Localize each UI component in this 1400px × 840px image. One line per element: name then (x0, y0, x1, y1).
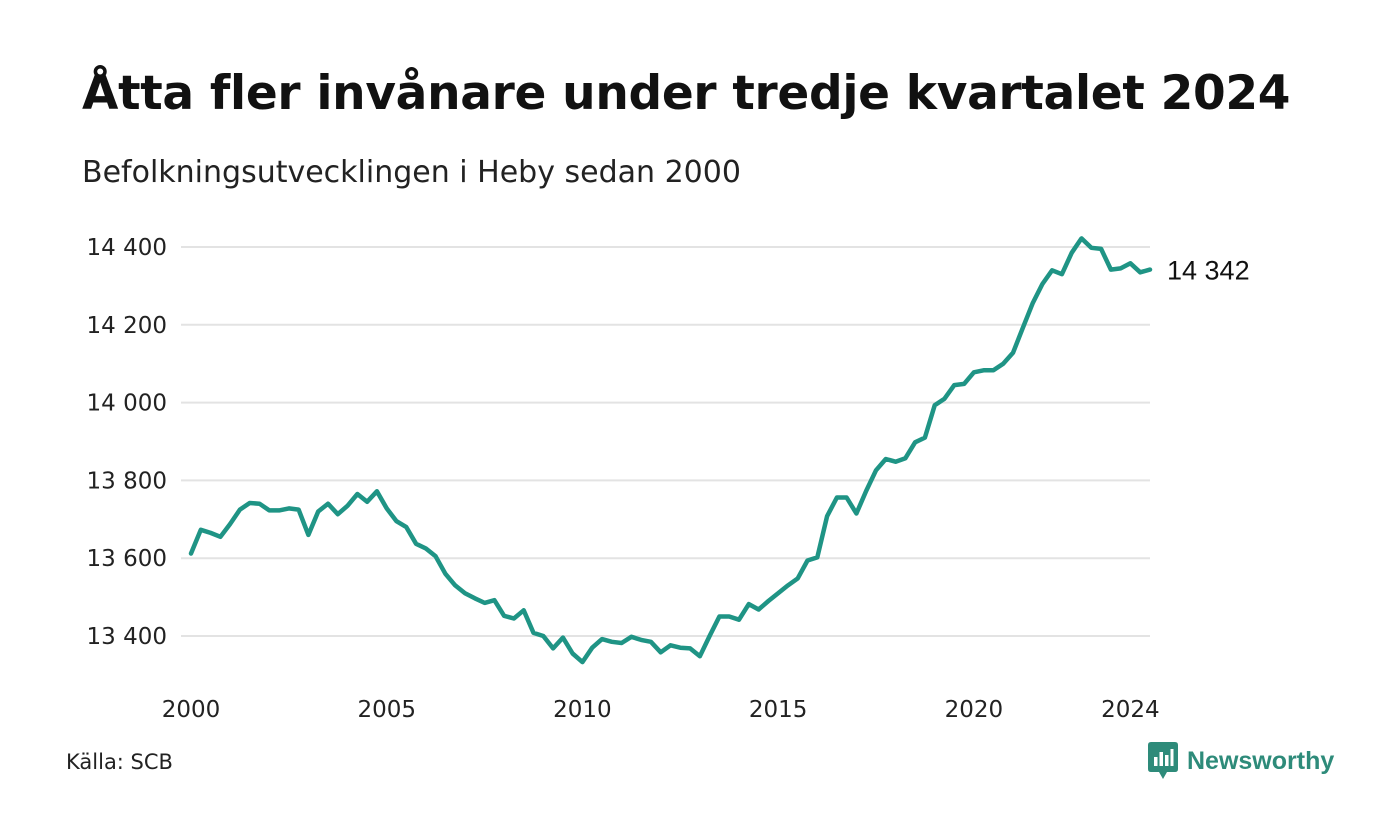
x-tick-label: 2000 (162, 697, 221, 723)
newsworthy-logo: Newsworthy (1148, 742, 1334, 780)
y-tick-label: 14 400 (87, 235, 167, 261)
y-tick-label: 13 800 (87, 468, 167, 494)
x-tick-label: 2020 (945, 697, 1004, 723)
y-axis-ticks: 14 400 14 200 14 000 13 800 13 600 13 400 (87, 235, 167, 650)
y-tick-label: 13 600 (87, 546, 167, 572)
newsworthy-logo-text: Newsworthy (1187, 746, 1335, 775)
x-axis-ticks: 2000 2005 2010 2015 2020 2024 (162, 697, 1160, 723)
y-tick-label: 14 200 (87, 313, 167, 339)
series-line-population (188, 236, 1153, 665)
end-value-label: 14 342 (1167, 256, 1250, 286)
y-tick-label: 14 000 (87, 391, 167, 417)
gridlines (181, 246, 1150, 637)
source-note: Källa: SCB (66, 750, 173, 774)
x-tick-label: 2015 (749, 697, 808, 723)
x-tick-label: 2024 (1101, 697, 1160, 723)
newsworthy-logo-icon (1148, 742, 1178, 779)
x-tick-label: 2005 (357, 697, 416, 723)
x-tick-label: 2010 (553, 697, 612, 723)
y-tick-label: 13 400 (87, 624, 167, 650)
chart-subtitle: Befolkningsutvecklingen i Heby sedan 200… (82, 155, 741, 190)
chart-title: Åtta fler invånare under tredje kvartale… (82, 66, 1291, 121)
